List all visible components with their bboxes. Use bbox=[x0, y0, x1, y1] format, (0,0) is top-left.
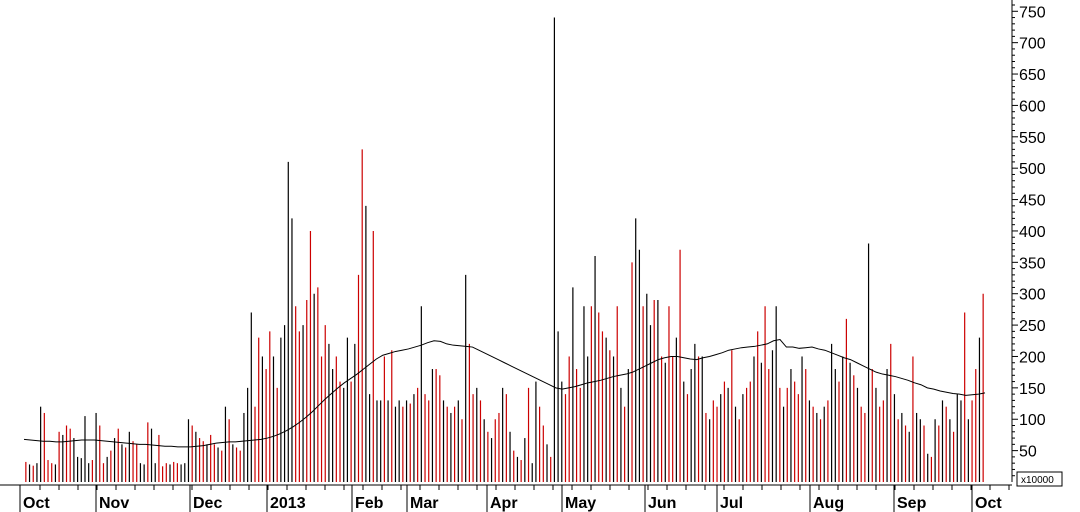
x-tick-label: Dec bbox=[193, 495, 222, 512]
y-tick-label: 550 bbox=[1019, 130, 1046, 147]
x-tick-label: Jul bbox=[720, 495, 743, 512]
x-tick-label: May bbox=[565, 495, 596, 512]
y-tick-label: 150 bbox=[1019, 381, 1046, 398]
x-tick-label: Jun bbox=[648, 495, 676, 512]
y-tick-label: 750 bbox=[1019, 4, 1046, 21]
x-tick-label: Mar bbox=[410, 495, 438, 512]
x-tick-label: 2013 bbox=[270, 495, 306, 512]
volume-bars bbox=[25, 17, 984, 482]
y-tick-label: 400 bbox=[1019, 224, 1046, 241]
y-tick-label: 600 bbox=[1019, 98, 1046, 115]
y-tick-label: 300 bbox=[1019, 287, 1046, 304]
scale-multiplier-frame bbox=[1016, 471, 1063, 487]
x-axis: Oct Nov Dec 2013 Feb Mar Apr May Jun Jul Aug Sep Oct bbox=[0, 484, 1012, 512]
y-tick-label: 200 bbox=[1019, 349, 1046, 366]
x-tick-label: Aug bbox=[813, 495, 844, 512]
y-tick-label: 500 bbox=[1019, 161, 1046, 178]
moving-average-layer bbox=[23, 338, 986, 448]
x-tick-label: Nov bbox=[99, 495, 129, 512]
x-tick-label: Oct bbox=[975, 495, 1002, 512]
scale-multiplier-label: x10000 bbox=[1021, 475, 1054, 486]
scale-multiplier-box: x10000 bbox=[1016, 471, 1063, 487]
x-tick-label: Apr bbox=[490, 495, 518, 512]
moving-average-line bbox=[23, 338, 986, 448]
y-tick-label: 350 bbox=[1019, 255, 1046, 272]
y-tick-label: 250 bbox=[1019, 318, 1046, 335]
y-axis: 50 100 150 200 250 300 350 400 450 500 550 600 650 70… bbox=[1011, 0, 1046, 482]
y-tick-label: 100 bbox=[1019, 412, 1046, 429]
y-tick-label: 50 bbox=[1019, 444, 1037, 461]
y-tick-label: 650 bbox=[1019, 67, 1046, 84]
y-tick-label: 700 bbox=[1019, 36, 1046, 53]
x-tick-label: Feb bbox=[355, 495, 384, 512]
x-tick-label: Sep bbox=[897, 495, 927, 512]
y-tick-label: 450 bbox=[1019, 193, 1046, 210]
x-tick-label: Oct bbox=[23, 495, 50, 512]
